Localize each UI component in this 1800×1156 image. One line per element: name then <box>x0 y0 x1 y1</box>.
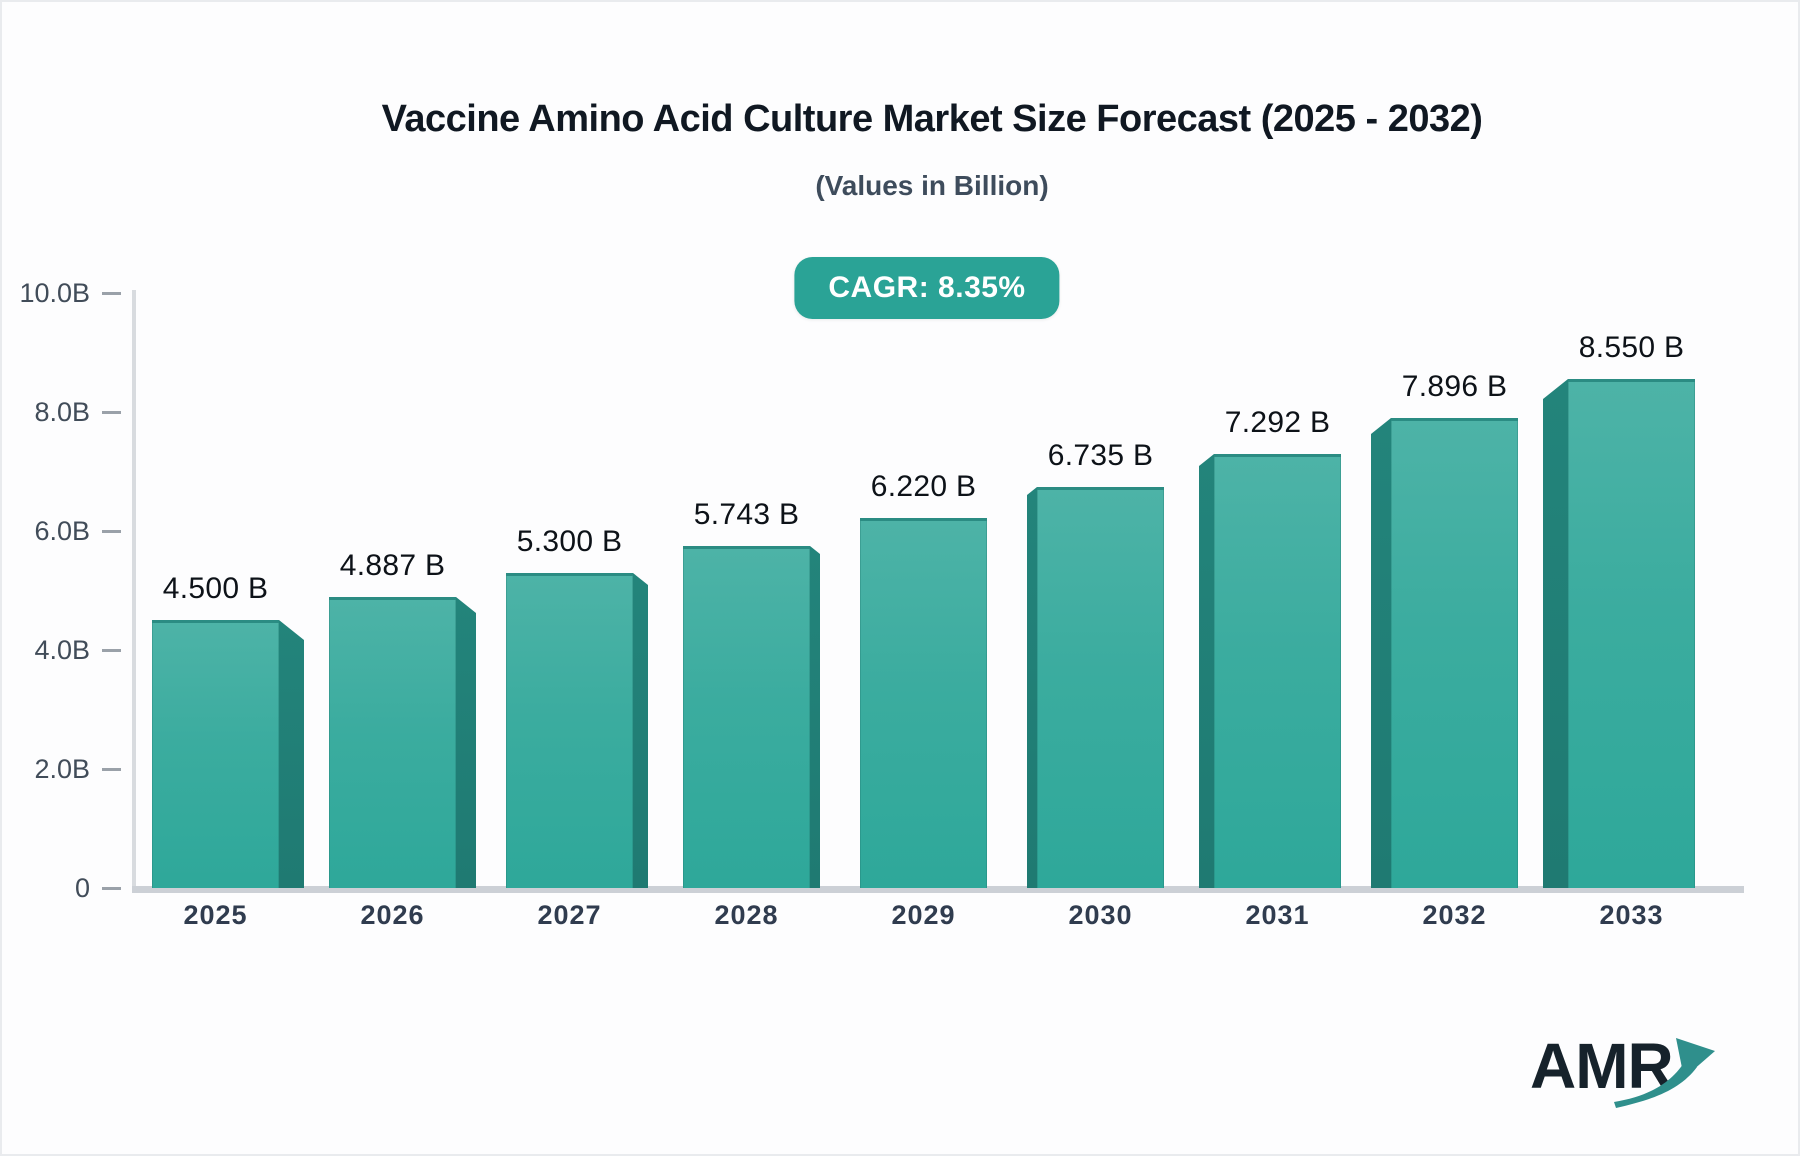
amr-logo: AMR <box>1530 1034 1760 1124</box>
y-tick-label: 2.0B <box>34 754 90 784</box>
y-tick <box>102 886 121 890</box>
cagr-label: CAGR: 8.35% <box>828 271 1026 304</box>
y-tick-label: 8.0B <box>34 397 90 427</box>
bar-2033 <box>1568 379 1695 888</box>
bar-2029 <box>860 518 987 888</box>
bar-2025 <box>152 620 279 888</box>
growth-arrow-icon <box>1614 1038 1715 1108</box>
bar-side-2033 <box>1543 379 1568 888</box>
bar-value-label: 7.292 B <box>1224 406 1331 439</box>
y-axis-line <box>132 290 136 888</box>
bar-value-label: 4.887 B <box>339 549 446 582</box>
y-tick <box>102 648 121 652</box>
bar-value-label: 5.300 B <box>516 525 623 558</box>
bar-2032 <box>1391 418 1518 888</box>
bar-side-2030 <box>1027 487 1037 888</box>
x-axis-label: 2029 <box>891 900 956 930</box>
bar-side-2026 <box>456 597 476 888</box>
y-tick <box>102 410 121 414</box>
x-axis-label: 2027 <box>537 900 602 930</box>
bar-side-2025 <box>279 620 304 888</box>
bar-value-label: 8.550 B <box>1578 331 1685 364</box>
bar-2031 <box>1214 454 1341 888</box>
y-tick-label: 4.0B <box>34 635 90 665</box>
bar-2026 <box>329 597 456 888</box>
x-axis-label: 2031 <box>1245 900 1310 930</box>
bar-value-label: 5.743 B <box>693 498 800 531</box>
x-axis-label: 2026 <box>360 900 425 930</box>
x-axis-baseline <box>132 886 1744 893</box>
bar-2028 <box>683 546 810 888</box>
bar-value-label: 6.735 B <box>1047 439 1154 472</box>
bar-value-label: 4.500 B <box>162 572 269 605</box>
x-axis-label: 2030 <box>1068 900 1133 930</box>
bar-side-2031 <box>1199 454 1214 888</box>
bar-2027 <box>506 573 633 888</box>
cagr-badge: CAGR: 8.35% <box>794 257 1060 319</box>
y-tick <box>102 767 121 771</box>
bar-side-2032 <box>1371 418 1391 888</box>
x-axis-label: 2033 <box>1599 900 1664 930</box>
x-axis-label: 2028 <box>714 900 779 930</box>
x-axis-label: 2032 <box>1422 900 1487 930</box>
chart-subtitle: (Values in Billion) <box>815 170 1049 201</box>
bar-side-2028 <box>810 546 820 888</box>
y-tick <box>102 529 121 533</box>
y-tick <box>102 291 121 295</box>
bar-2030 <box>1037 487 1164 888</box>
chart-title: Vaccine Amino Acid Culture Market Size F… <box>381 98 1483 140</box>
bar-value-label: 6.220 B <box>870 470 977 503</box>
x-axis-label: 2025 <box>183 900 248 930</box>
amr-logo-text: AMR <box>1530 1030 1674 1102</box>
y-tick-label: 6.0B <box>34 516 90 546</box>
y-tick-label: 0 <box>74 873 90 903</box>
y-tick-label: 10.0B <box>19 278 90 308</box>
bar-side-2027 <box>633 573 648 888</box>
bar-value-label: 7.896 B <box>1401 370 1508 403</box>
